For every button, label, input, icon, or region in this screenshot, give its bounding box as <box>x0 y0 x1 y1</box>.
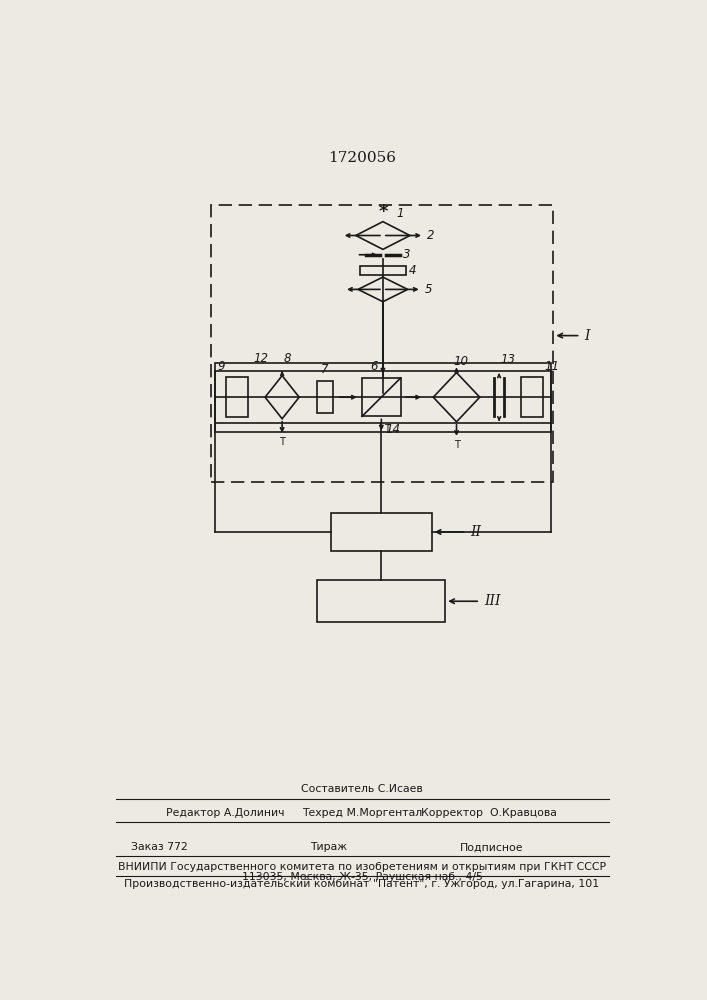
Text: 1: 1 <box>397 207 404 220</box>
Text: 1720056: 1720056 <box>328 151 396 165</box>
Bar <box>317 381 332 413</box>
Text: I: I <box>585 329 590 343</box>
Bar <box>215 363 551 432</box>
Text: 5: 5 <box>425 283 432 296</box>
Text: Техред М.Моргентал: Техред М.Моргентал <box>302 808 422 818</box>
Text: Тираж: Тираж <box>310 842 347 852</box>
Text: Подписное: Подписное <box>460 842 523 852</box>
Text: T: T <box>279 437 285 447</box>
Text: Заказ 772: Заказ 772 <box>131 842 188 852</box>
Text: 7: 7 <box>321 363 329 376</box>
Text: T: T <box>454 440 460 450</box>
Text: 8: 8 <box>284 352 291 365</box>
Text: 113035, Москва, Ж-35, Раушская наб., 4/5: 113035, Москва, Ж-35, Раушская наб., 4/5 <box>242 872 482 882</box>
Bar <box>521 377 542 417</box>
Text: 4: 4 <box>409 264 416 277</box>
Bar <box>331 513 432 551</box>
Text: 12: 12 <box>253 352 268 365</box>
Bar <box>226 377 248 417</box>
Text: 6: 6 <box>370 360 378 373</box>
Text: Производственно-издательский комбинат "Патент", г. Ужгород, ул.Гагарина, 101: Производственно-издательский комбинат "П… <box>124 879 600 889</box>
Text: 2: 2 <box>427 229 435 242</box>
Text: 3: 3 <box>403 248 411 261</box>
Bar <box>362 378 401 416</box>
Text: 14: 14 <box>385 423 400 436</box>
Text: II: II <box>470 525 481 539</box>
Text: *: * <box>378 203 387 221</box>
Text: Корректор  О.Кравцова: Корректор О.Кравцова <box>421 808 557 818</box>
Bar <box>360 266 406 275</box>
Text: 11: 11 <box>544 360 559 373</box>
Text: ВНИИПИ Государственного комитета по изобретениям и открытиям при ГКНТ СССР: ВНИИПИ Государственного комитета по изоб… <box>118 862 606 872</box>
Bar <box>215 371 551 423</box>
Text: 13: 13 <box>501 353 515 366</box>
Text: 9: 9 <box>217 360 225 373</box>
Text: T: T <box>384 424 390 434</box>
Text: Редактор А.Долинич: Редактор А.Долинич <box>166 808 284 818</box>
Text: III: III <box>484 594 501 608</box>
Text: 10: 10 <box>453 355 469 368</box>
Text: Составитель С.Исаев: Составитель С.Исаев <box>301 784 423 794</box>
Bar <box>317 580 445 622</box>
